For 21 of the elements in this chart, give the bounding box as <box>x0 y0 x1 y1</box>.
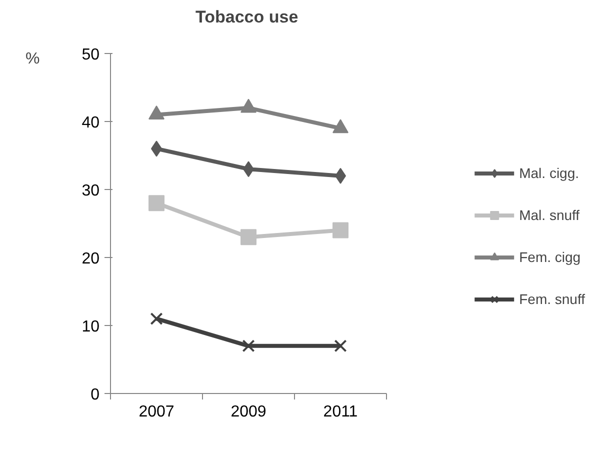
x-tick-label: 2007 <box>138 404 174 420</box>
y-tick-label: 50 <box>82 46 100 64</box>
point <box>334 340 347 352</box>
legend-label: Fem. snuff <box>519 291 585 307</box>
x-tick-label: 2009 <box>230 404 266 420</box>
y-tick-label: 40 <box>82 114 100 132</box>
point <box>242 340 255 352</box>
legend-label: Fem. cigg <box>519 249 581 265</box>
point <box>150 312 163 326</box>
legend-label: Mal. cigg. <box>519 165 580 181</box>
x-tick-label: 2011 <box>323 404 358 420</box>
point <box>332 222 348 238</box>
y-tick-label: 30 <box>82 182 100 200</box>
y-tick-label: 20 <box>82 250 100 268</box>
y-axis-title: % <box>26 50 40 68</box>
point <box>148 195 164 212</box>
point <box>240 229 256 246</box>
y-tick-label: 0 <box>90 386 100 404</box>
y-tick-label: 10 <box>82 318 100 336</box>
chart-title: Tobacco use <box>196 8 298 26</box>
legend-label: Mal. snuff <box>519 207 580 223</box>
